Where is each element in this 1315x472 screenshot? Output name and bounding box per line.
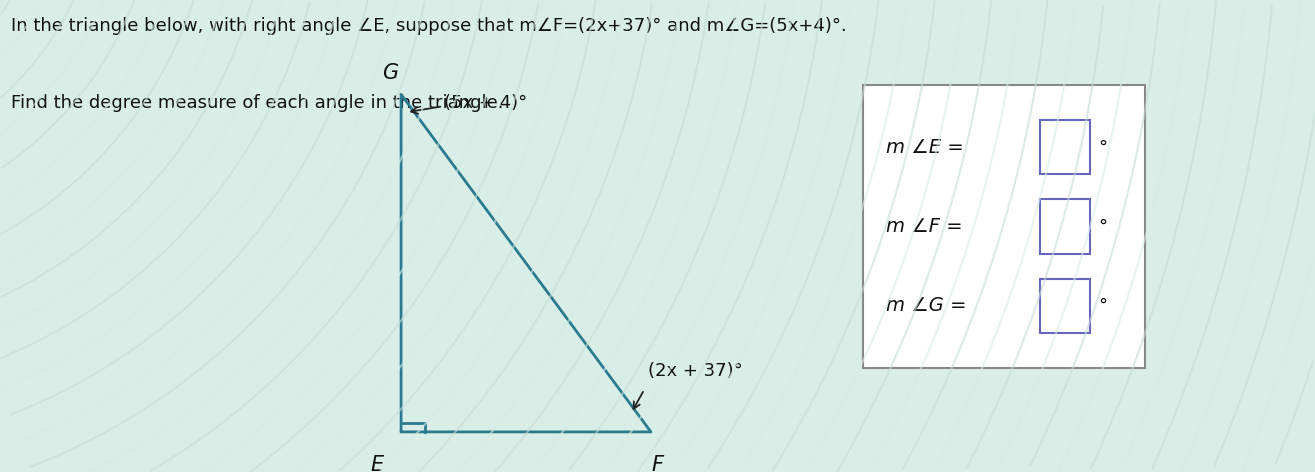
Bar [863, 85, 1145, 368]
Text: Find the degree measure of each angle in the triangle.: Find the degree measure of each angle in… [11, 94, 504, 112]
Text: (5x + 4)°: (5x + 4)° [444, 94, 527, 112]
Text: In the triangle below, with right angle ∠E, suppose that m∠F=(2x+37)° and m∠G=(5: In the triangle below, with right angle … [11, 17, 847, 34]
Text: °: ° [1098, 138, 1107, 156]
Text: m ∠E =: m ∠E = [886, 138, 964, 157]
Bar [1040, 120, 1090, 174]
Text: m ∠G =: m ∠G = [886, 296, 967, 315]
Text: G: G [383, 63, 398, 83]
Text: F: F [651, 455, 664, 472]
Text: °: ° [1098, 297, 1107, 315]
Text: °: ° [1098, 218, 1107, 236]
Text: E: E [371, 455, 384, 472]
Text: m ∠F =: m ∠F = [886, 217, 963, 236]
Bar [1040, 199, 1090, 254]
Bar [1040, 278, 1090, 333]
Text: (2x + 37)°: (2x + 37)° [648, 362, 743, 380]
